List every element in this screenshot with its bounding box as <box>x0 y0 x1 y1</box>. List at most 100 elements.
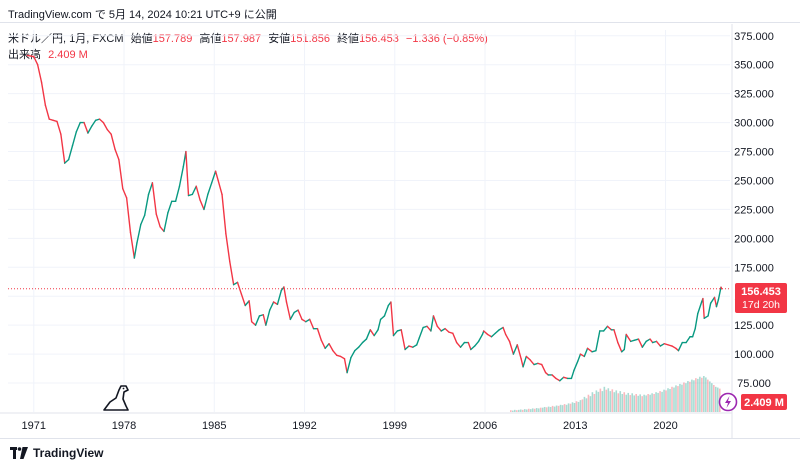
price-chart[interactable]: 375.000 350.000 325.000 300.000 275.000 250.0… <box>0 0 800 438</box>
price-segment <box>390 301 395 337</box>
price-segment <box>60 133 66 164</box>
price-segment <box>332 349 338 356</box>
price-segment <box>602 325 609 332</box>
volume-bar <box>531 408 534 412</box>
y-tick-label: 175.000 <box>734 262 774 274</box>
price-segment <box>691 327 696 338</box>
price-segment <box>64 158 70 164</box>
volume-bar <box>611 389 614 412</box>
volume-bar <box>697 378 699 412</box>
price-segment <box>265 309 271 326</box>
price-segment <box>444 327 450 333</box>
volume-badge-value: 2.409 M <box>744 397 784 409</box>
price-segment <box>320 339 326 350</box>
volume-bar <box>559 404 562 412</box>
price-segment <box>440 327 446 332</box>
volume-bar <box>671 386 673 412</box>
price-axis[interactable]: 375.000 350.000 325.000 300.000 275.000 250.0… <box>731 24 774 438</box>
price-badge-value: 156.453 <box>741 286 781 298</box>
price-segment <box>498 326 504 331</box>
price-segment <box>106 128 112 135</box>
volume-bar <box>703 376 705 412</box>
price-segment <box>583 347 589 358</box>
volume-bar <box>535 408 538 412</box>
price-segment <box>623 333 627 351</box>
volume-bar <box>514 409 516 412</box>
price-segment <box>555 377 561 382</box>
volume-bar <box>555 405 558 412</box>
price-segment <box>136 223 142 244</box>
volume-bar <box>643 394 645 412</box>
time-axis[interactable]: 1971 1978 1985 1992 1999 2006 2013 2020 <box>0 412 732 432</box>
volume-bar <box>693 380 695 412</box>
volume-bar <box>525 409 528 412</box>
price-segment <box>685 336 691 344</box>
price-segment <box>412 344 418 348</box>
volume-bar <box>523 409 526 412</box>
volume-bar <box>569 403 572 412</box>
price-segment <box>641 340 647 348</box>
price-segment <box>379 315 386 321</box>
volume-bar <box>541 407 544 412</box>
price-segment <box>185 150 190 197</box>
price-segment <box>490 332 497 338</box>
y-tick-label: 325.000 <box>734 89 774 101</box>
price-segment <box>83 121 89 134</box>
price-segment <box>350 349 356 359</box>
price-segment <box>717 286 722 301</box>
price-segment <box>129 231 136 259</box>
price-segment <box>250 321 257 326</box>
volume-bar <box>589 396 592 412</box>
y-tick-label: 350.000 <box>734 60 774 72</box>
price-segment <box>354 346 360 352</box>
volume-bar <box>563 404 566 412</box>
volume-bar <box>527 408 530 412</box>
volume-bar <box>685 383 687 412</box>
price-segment <box>400 329 406 351</box>
price-segment <box>211 170 217 184</box>
volume-bar <box>573 403 576 412</box>
price-segment <box>474 340 480 347</box>
volume-bar <box>712 385 715 412</box>
volume-bar <box>663 389 665 412</box>
volume-bar <box>641 396 643 412</box>
price-segment <box>276 289 283 306</box>
price-segment <box>416 337 420 346</box>
price-segment <box>289 311 295 321</box>
volume-bar <box>677 386 679 412</box>
price-segment <box>36 64 43 83</box>
price-segment <box>225 233 231 263</box>
price-segment <box>649 338 654 344</box>
price-segment <box>71 131 78 147</box>
volume-bar <box>623 392 626 412</box>
price-segment <box>87 125 93 134</box>
price-segment <box>308 318 315 330</box>
price-segment <box>56 120 62 135</box>
volume-bar <box>621 394 624 412</box>
volume-bar <box>625 394 628 412</box>
y-tick-label: 275.000 <box>734 147 774 159</box>
volume-bar <box>587 394 590 412</box>
volume-bar <box>649 394 651 412</box>
x-tick-label: 1971 <box>22 420 46 432</box>
price-segment <box>203 193 209 211</box>
lightning-icon[interactable] <box>718 392 738 412</box>
price-segment <box>404 345 410 351</box>
price-segment <box>221 193 227 235</box>
volume-bar <box>603 386 606 412</box>
volume-bar <box>551 405 554 412</box>
volume-bar <box>581 399 584 412</box>
price-segment <box>301 318 307 323</box>
y-tick-label: 100.000 <box>734 349 774 361</box>
price-segment <box>606 325 613 331</box>
y-tick-label: 300.000 <box>734 118 774 130</box>
volume-bar <box>675 385 677 412</box>
price-badge-countdown: 17d 20h <box>742 299 780 311</box>
price-segment <box>694 312 699 330</box>
price-segment <box>508 340 515 355</box>
volume-bar <box>565 404 568 412</box>
x-tick-label: 1999 <box>383 420 407 432</box>
price-segment <box>102 121 108 131</box>
price-segment <box>702 297 705 319</box>
price-segment <box>436 325 442 332</box>
